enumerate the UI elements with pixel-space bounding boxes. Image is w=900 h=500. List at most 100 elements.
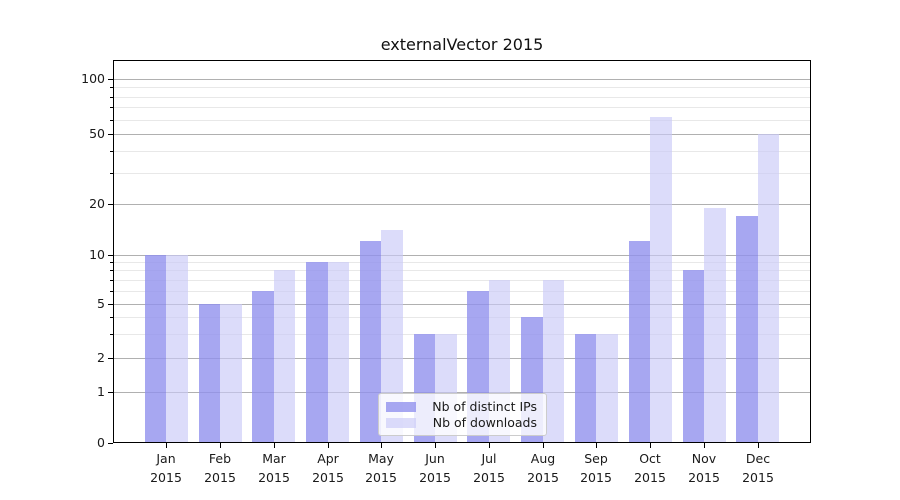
gridline-major [114, 304, 810, 305]
bar-downloads-dec [757, 134, 780, 442]
y-minor-tick [110, 334, 113, 335]
bar-downloads-oct [650, 116, 672, 442]
y-tick [108, 134, 113, 135]
plot-area [113, 60, 811, 443]
x-tick-label: Aug 2015 [527, 451, 559, 485]
gridline-minor [114, 317, 810, 318]
bar-distinct-ips-nov [682, 270, 704, 442]
x-tick [543, 443, 544, 448]
y-tick [108, 204, 113, 205]
x-tick [166, 443, 167, 448]
legend-label-downloads: Nb of downloads [432, 415, 537, 430]
gridline-major [114, 255, 810, 256]
gridline-minor [114, 107, 810, 108]
bar-downloads-mar [273, 270, 296, 442]
legend-swatch-distinct-ips [386, 401, 416, 412]
y-tick-label: 5 [97, 296, 105, 311]
bar-downloads-jan [166, 254, 188, 442]
bar-downloads-sep [596, 334, 618, 442]
y-tick-label: 100 [81, 71, 105, 86]
y-minor-tick [110, 280, 113, 281]
bar-downloads-apr [327, 262, 350, 442]
y-minor-tick [110, 151, 113, 152]
x-tick-label: Nov 2015 [688, 451, 720, 485]
x-tick-label: Dec 2015 [742, 451, 774, 485]
y-tick-label: 50 [89, 126, 105, 141]
gridline-major [114, 358, 810, 359]
y-tick-label: 0 [97, 435, 105, 450]
y-minor-tick [110, 317, 113, 318]
gridline-minor [114, 280, 810, 281]
x-tick-label: Mar 2015 [258, 451, 290, 485]
y-minor-tick [110, 97, 113, 98]
y-tick [108, 392, 113, 393]
legend-item-downloads: Nb of downloads [386, 415, 537, 430]
y-tick-label: 2 [97, 350, 105, 365]
y-tick-label: 1 [97, 384, 105, 399]
y-minor-tick [110, 262, 113, 263]
x-tick-label: May 2015 [365, 451, 397, 485]
y-tick [108, 79, 113, 80]
bar-distinct-ips-mar [252, 290, 274, 442]
chart-title: externalVector 2015 [380, 35, 544, 54]
gridline-major [114, 204, 810, 205]
bar-downloads-aug [542, 279, 565, 442]
legend: Nb of distinct IPs Nb of downloads [378, 393, 547, 436]
x-tick-label: Apr 2015 [312, 451, 344, 485]
x-tick-label: Jan 2015 [150, 451, 182, 485]
gridline-minor [114, 270, 810, 271]
x-tick [328, 443, 329, 448]
gridline-minor [114, 262, 810, 263]
x-tick [758, 443, 759, 448]
bar-downloads-may [381, 229, 403, 442]
x-tick [704, 443, 705, 448]
gridline-minor [114, 173, 810, 174]
legend-item-distinct-ips: Nb of distinct IPs [386, 399, 537, 414]
bar-downloads-nov [704, 207, 726, 442]
y-tick [108, 255, 113, 256]
y-minor-tick [110, 291, 113, 292]
x-tick [435, 443, 436, 448]
y-minor-tick [110, 120, 113, 121]
y-minor-tick [110, 107, 113, 108]
y-minor-tick [110, 173, 113, 174]
bar-distinct-ips-oct [628, 241, 651, 442]
gridline-minor [114, 151, 810, 152]
legend-swatch-downloads [386, 417, 416, 428]
legend-label-distinct-ips: Nb of distinct IPs [432, 399, 537, 414]
gridline-minor [114, 97, 810, 98]
x-tick [650, 443, 651, 448]
x-tick [274, 443, 275, 448]
gridline-minor [114, 120, 810, 121]
x-tick-label: Feb 2015 [204, 451, 236, 485]
x-tick [220, 443, 221, 448]
gridline-minor [114, 87, 810, 88]
y-tick-label: 10 [89, 247, 105, 262]
x-tick-label: Jul 2015 [473, 451, 505, 485]
x-tick-label: Oct 2015 [634, 451, 666, 485]
gridline-minor [114, 291, 810, 292]
y-minor-tick [110, 87, 113, 88]
bar-distinct-ips-jan [144, 254, 167, 442]
y-minor-tick [110, 270, 113, 271]
x-tick-label: Jun 2015 [419, 451, 451, 485]
y-tick [108, 443, 113, 444]
bar-distinct-ips-apr [306, 262, 328, 442]
bar-downloads-feb [220, 304, 242, 442]
bar-distinct-ips-sep [574, 334, 597, 442]
y-tick [108, 304, 113, 305]
bar-distinct-ips-may [359, 241, 382, 442]
bar-distinct-ips-dec [736, 215, 758, 442]
y-tick [108, 358, 113, 359]
x-tick [489, 443, 490, 448]
gridline-major [114, 134, 810, 135]
x-tick [596, 443, 597, 448]
bar-distinct-ips-feb [198, 304, 221, 442]
x-tick-label: Sep 2015 [580, 451, 612, 485]
gridline-minor [114, 334, 810, 335]
x-tick [381, 443, 382, 448]
gridline-major [114, 392, 810, 393]
y-tick-label: 20 [89, 196, 105, 211]
gridline-major [114, 79, 810, 80]
